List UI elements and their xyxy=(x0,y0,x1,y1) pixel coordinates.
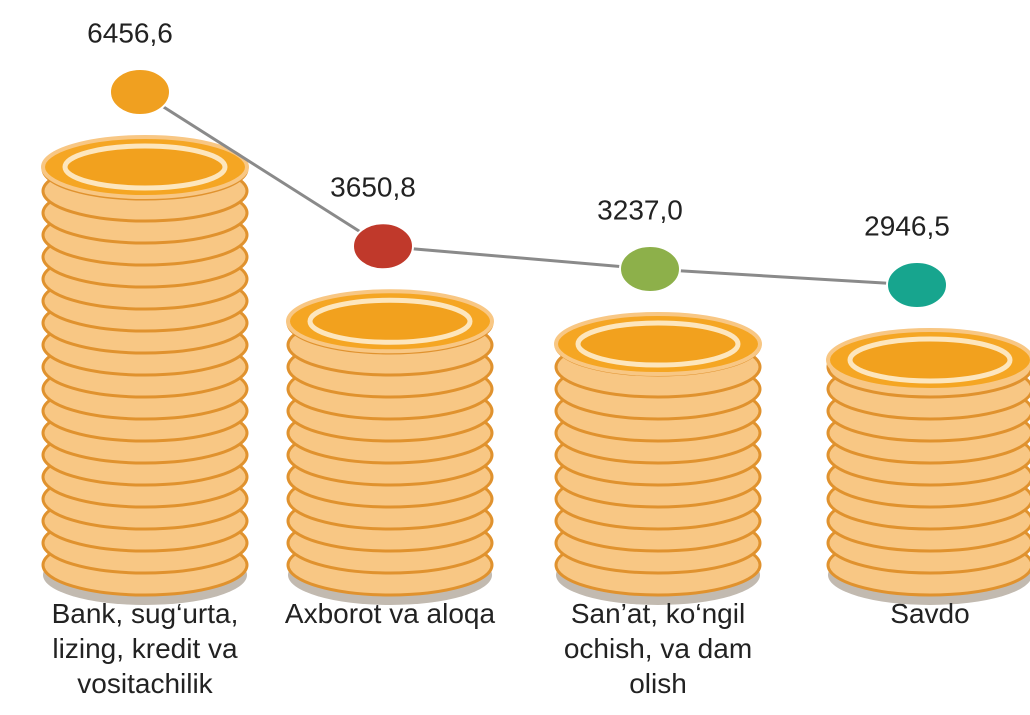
coin-stack xyxy=(41,135,249,605)
value-label: 6456,6 xyxy=(87,17,173,48)
coin-stack xyxy=(554,312,762,605)
coin-ring xyxy=(62,143,228,191)
point xyxy=(619,245,681,294)
category-label: Bank, sug‘urta, lizing, kredit va vosita… xyxy=(51,598,239,699)
coin-ring xyxy=(575,320,741,368)
point xyxy=(109,68,171,116)
value-label: 3650,8 xyxy=(330,172,416,203)
coin-ring xyxy=(847,336,1013,384)
category-label: Savdo xyxy=(890,598,970,629)
category-label: San’at, ko‘ngil ochish, va dam olish xyxy=(563,598,753,699)
line xyxy=(139,90,918,287)
point xyxy=(886,261,948,309)
coin-stack xyxy=(286,289,494,605)
value-label: 2946,5 xyxy=(864,210,950,241)
point xyxy=(352,222,414,271)
coin-stack xyxy=(826,328,1030,605)
category-label: Axborot va aloqa xyxy=(284,598,496,629)
coin-ring xyxy=(307,297,473,345)
value-label: 3237,0 xyxy=(597,194,683,225)
